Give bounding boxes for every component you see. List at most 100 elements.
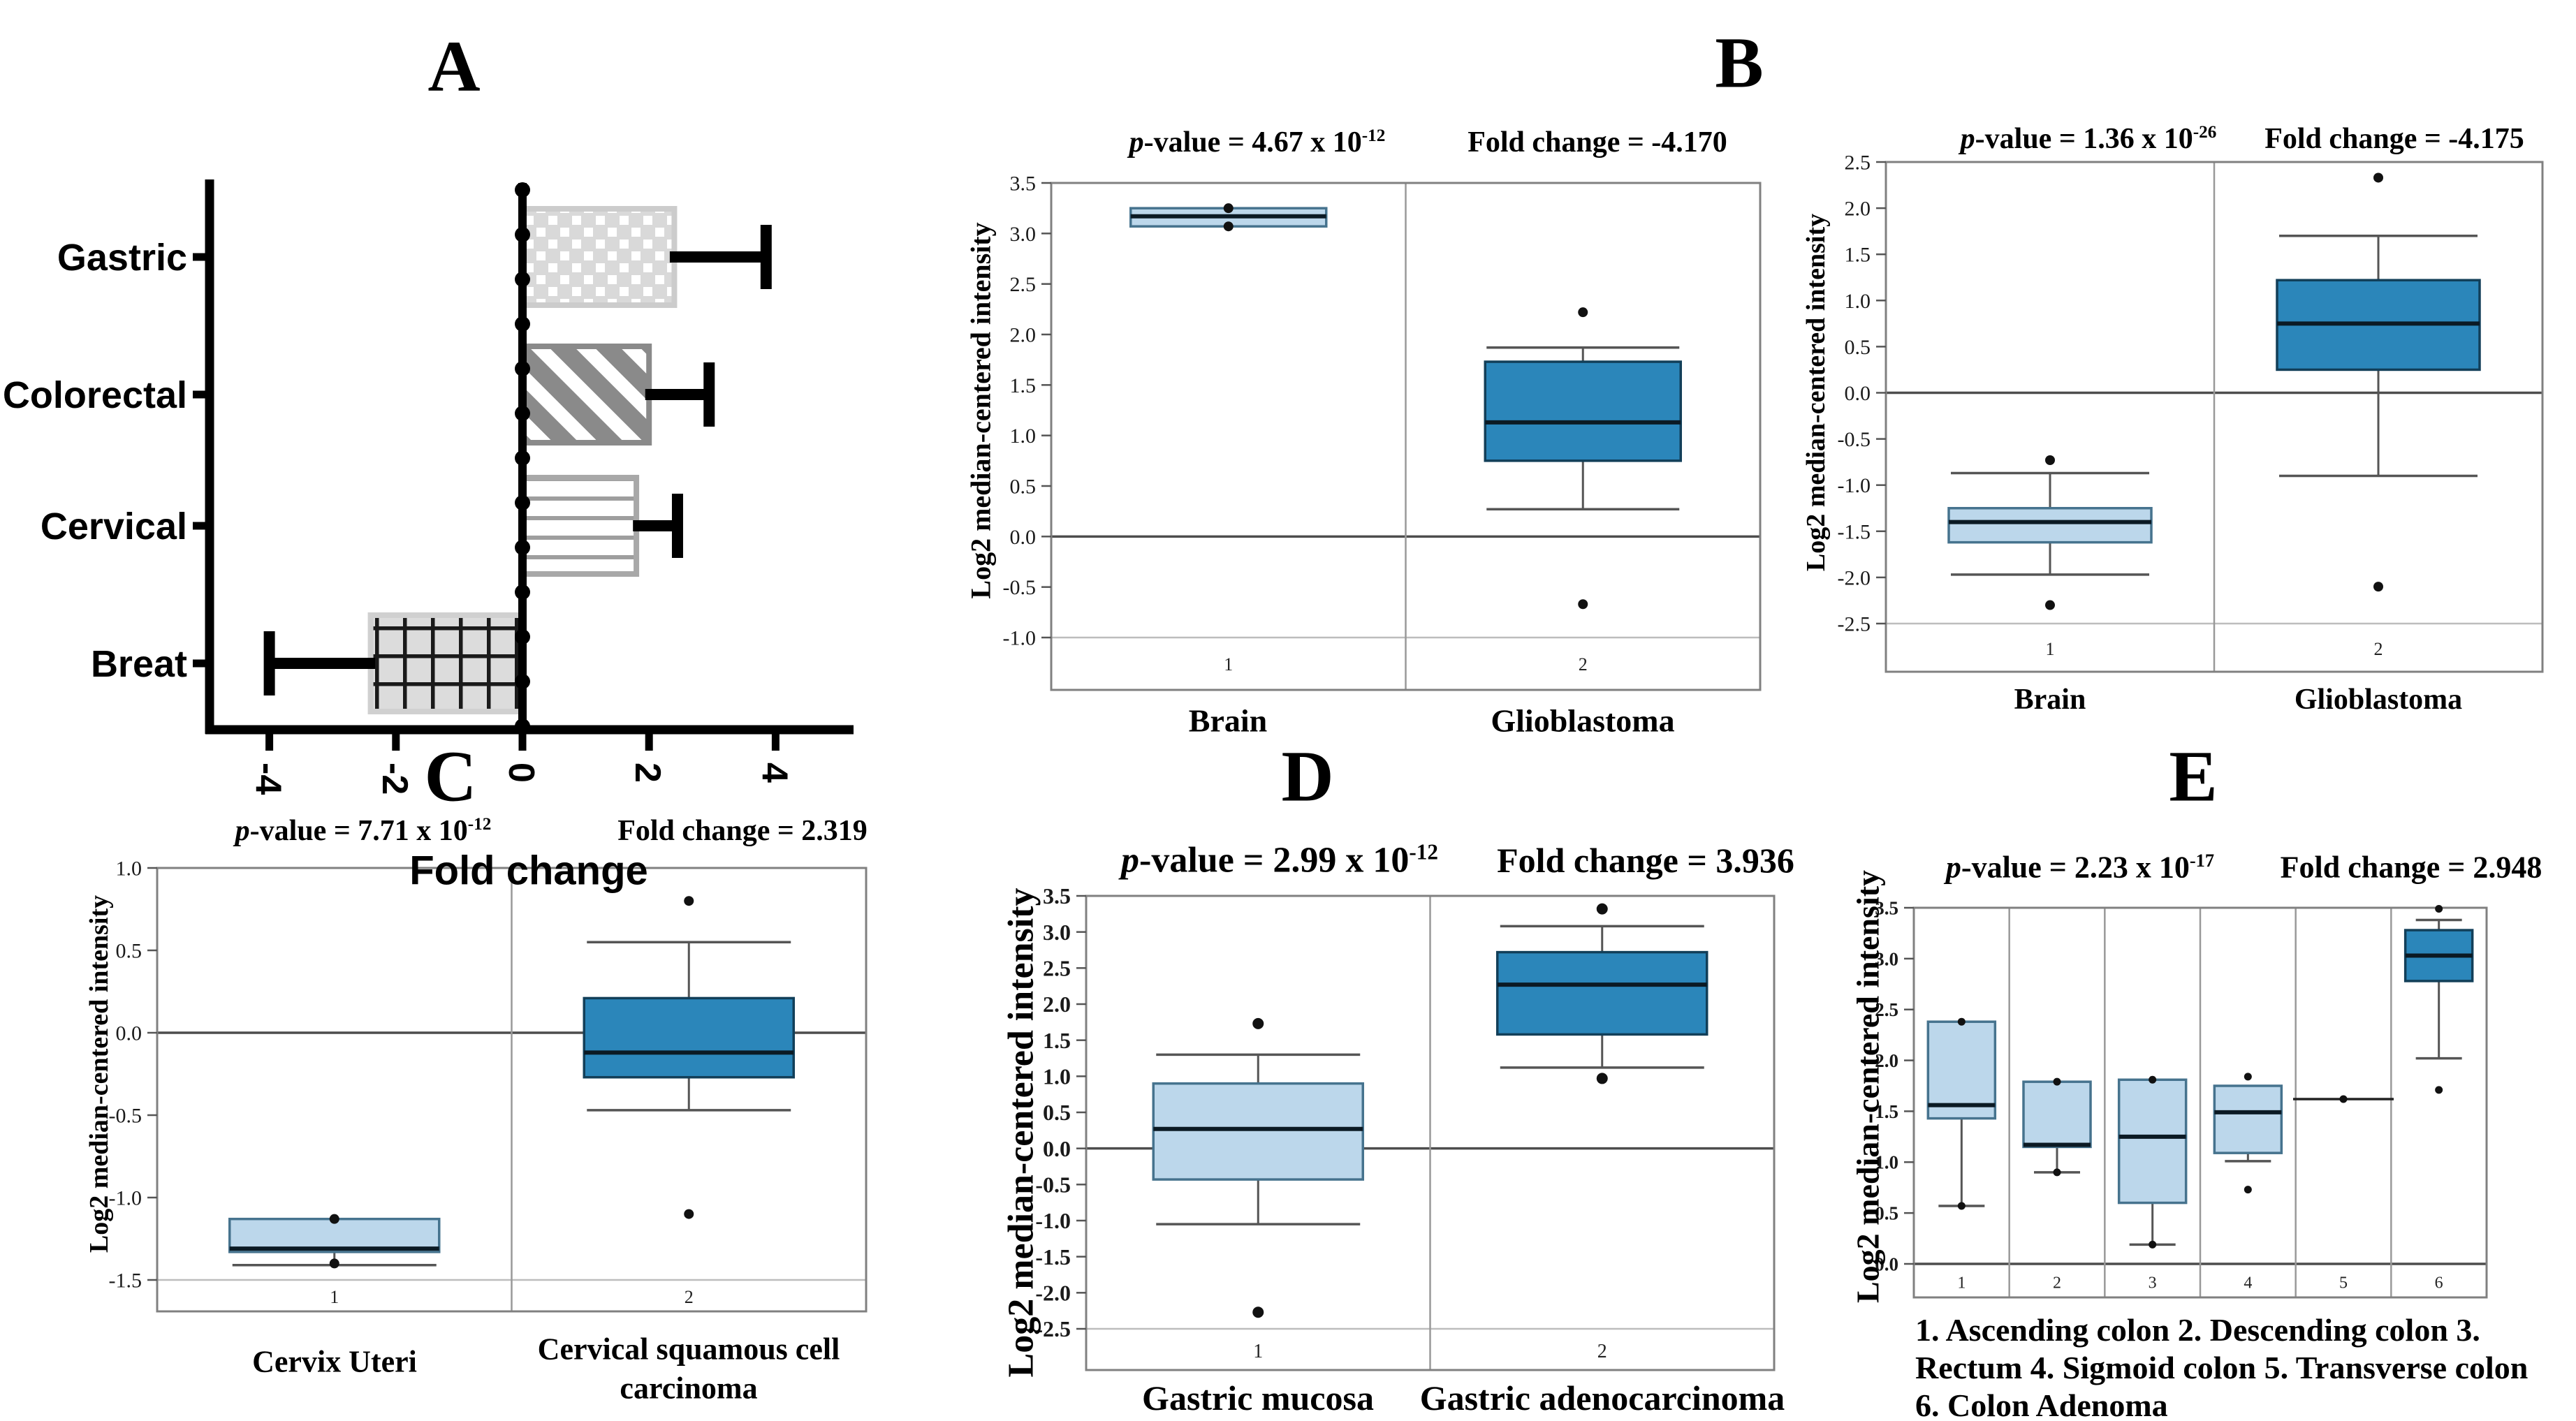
svg-text:3.5: 3.5 — [1043, 883, 1071, 908]
svg-text:2: 2 — [2374, 639, 2383, 659]
svg-text:0.5: 0.5 — [1845, 336, 1871, 359]
svg-text:3.0: 3.0 — [1043, 920, 1071, 945]
panel-e-caption-line3: 6. Colon Adenoma — [1915, 1387, 2168, 1421]
svg-text:Cervical: Cervical — [41, 506, 187, 547]
panel-b1-xlabel-brain: Brain — [1188, 702, 1268, 739]
panel-b1-xlabel-glioblastoma: Glioblastoma — [1491, 702, 1675, 739]
svg-text:2.5: 2.5 — [1875, 999, 1898, 1020]
svg-text:0.5: 0.5 — [1043, 1100, 1071, 1125]
p-exponent: -17 — [2189, 849, 2215, 871]
panel-c-foldchange: Fold change = 2.319 — [617, 815, 868, 847]
panel-d-yaxis-title: Log2 median-centered intensity — [1001, 888, 1041, 1378]
svg-text:1.5: 1.5 — [1875, 1101, 1898, 1122]
svg-text:1.5: 1.5 — [1010, 374, 1037, 397]
svg-text:0.0: 0.0 — [116, 1022, 142, 1045]
svg-text:2: 2 — [2053, 1274, 2061, 1292]
svg-text:-0.5: -0.5 — [1003, 576, 1037, 599]
svg-text:2: 2 — [1579, 654, 1588, 675]
panel-b2-yaxis-title: Log2 median-centered intensity — [1801, 213, 1831, 572]
svg-text:-1.5: -1.5 — [1035, 1244, 1071, 1269]
panel-c-pvalue: p-value = 7.71 x 10-12 — [235, 815, 492, 847]
svg-text:2.5: 2.5 — [1010, 273, 1037, 296]
svg-text:-1.0: -1.0 — [1838, 474, 1871, 497]
svg-text:3: 3 — [2149, 1274, 2157, 1292]
panel-d-xlabel-gastric-mucosa: Gastric mucosa — [1142, 1378, 1374, 1418]
panel-b1-yaxis-title: Log2 median-centered intensity — [965, 222, 997, 599]
panel-b2-xlabel-glioblastoma: Glioblastoma — [2294, 684, 2463, 716]
panel-a-xaxis-title: Fold change — [409, 848, 648, 894]
svg-text:1: 1 — [1957, 1274, 1966, 1292]
svg-text:0.5: 0.5 — [1875, 1203, 1898, 1224]
svg-text:-1.5: -1.5 — [1838, 520, 1871, 543]
panel-e-foldchange: Fold change = 2.948 — [2280, 850, 2542, 885]
svg-text:3.0: 3.0 — [1010, 223, 1037, 246]
svg-text:1: 1 — [1253, 1341, 1263, 1362]
p-symbol: p — [235, 815, 250, 847]
panel-b-letter: B — [1715, 22, 1764, 103]
svg-text:-2.0: -2.0 — [1838, 566, 1871, 589]
svg-text:2.0: 2.0 — [1010, 324, 1037, 347]
svg-text:2: 2 — [685, 1287, 694, 1307]
svg-text:2.0: 2.0 — [1875, 1050, 1898, 1071]
svg-text:3.0: 3.0 — [1875, 948, 1898, 969]
panel-e-caption-line1: 1. Ascending colon 2. Descending colon 3… — [1915, 1312, 2480, 1348]
svg-text:-1.0: -1.0 — [1035, 1208, 1071, 1233]
svg-text:4: 4 — [2244, 1274, 2252, 1292]
panel-e-letter: E — [2169, 736, 2218, 817]
panel-c-letter: C — [424, 736, 477, 817]
svg-text:2.0: 2.0 — [1845, 198, 1871, 221]
svg-text:2: 2 — [1597, 1341, 1607, 1362]
p-symbol: p — [1960, 123, 1975, 155]
panel-a-letter: A — [427, 26, 481, 107]
svg-text:5: 5 — [2339, 1274, 2348, 1292]
svg-text:0.0: 0.0 — [1875, 1253, 1898, 1274]
svg-text:1.0: 1.0 — [1043, 1064, 1071, 1089]
p-exponent: -26 — [2193, 123, 2217, 142]
svg-text:1.5: 1.5 — [1845, 244, 1871, 267]
svg-text:-1.0: -1.0 — [109, 1187, 142, 1210]
panel-d-letter: D — [1281, 736, 1334, 817]
svg-text:-4: -4 — [248, 763, 288, 795]
svg-text:1.0: 1.0 — [1010, 425, 1037, 448]
svg-text:0.0: 0.0 — [1845, 382, 1871, 405]
svg-text:2.5: 2.5 — [1043, 956, 1071, 981]
svg-text:3.5: 3.5 — [1875, 897, 1898, 918]
svg-text:2.0: 2.0 — [1043, 992, 1071, 1017]
svg-text:-2.0: -2.0 — [1035, 1281, 1071, 1306]
panel-e-yaxis-title: Log2 median-centered intensity — [1850, 869, 1886, 1304]
svg-text:0: 0 — [501, 763, 541, 783]
panel-b2-pvalue: p-value = 1.36 x 10-26 — [1960, 123, 2217, 155]
svg-text:Colorectal: Colorectal — [3, 374, 187, 416]
svg-text:1: 1 — [2046, 639, 2055, 659]
panel-e-caption-line2: Rectum 4. Sigmoid colon 5. Transverse co… — [1915, 1350, 2529, 1385]
svg-text:Gastric: Gastric — [57, 237, 187, 279]
panel-e-pvalue: p-value = 2.23 x 10-17 — [1945, 849, 2215, 885]
svg-text:0.5: 0.5 — [1010, 476, 1037, 499]
panel-b2-xlabel-brain: Brain — [2014, 684, 2086, 716]
p-exponent: -12 — [1361, 126, 1386, 145]
panel-b2-foldchange: Fold change = -4.175 — [2264, 123, 2524, 155]
svg-text:2.5: 2.5 — [1845, 152, 1871, 175]
svg-text:-0.5: -0.5 — [1035, 1172, 1071, 1198]
panel-c-yaxis-title: Log2 median-centered intensity — [85, 894, 114, 1253]
svg-text:6: 6 — [2435, 1274, 2443, 1292]
svg-text:1.5: 1.5 — [1043, 1028, 1071, 1053]
panel-c-xlabel-cervix-uteri: Cervix Uteri — [252, 1344, 417, 1379]
svg-text:1: 1 — [330, 1287, 339, 1307]
panel-b1-foldchange: Fold change = -4.170 — [1468, 126, 1727, 159]
svg-text:-0.5: -0.5 — [1838, 428, 1871, 451]
svg-text:-0.5: -0.5 — [109, 1105, 142, 1128]
svg-text:3.5: 3.5 — [1010, 172, 1037, 196]
svg-text:1.0: 1.0 — [116, 857, 142, 881]
svg-text:-1.0: -1.0 — [1003, 627, 1037, 650]
p-exponent: -12 — [467, 815, 492, 834]
svg-text:0.0: 0.0 — [1010, 526, 1037, 549]
panel-d-foldchange: Fold change = 3.936 — [1497, 841, 1794, 880]
svg-text:1: 1 — [1224, 654, 1233, 675]
svg-text:-2.5: -2.5 — [1838, 613, 1871, 636]
panel-b1-pvalue: p-value = 4.67 x 10-12 — [1129, 126, 1386, 159]
panel-c-xlabel-cervical-scc-line2: carcinoma — [620, 1371, 758, 1406]
svg-text:-2.5: -2.5 — [1035, 1316, 1071, 1341]
